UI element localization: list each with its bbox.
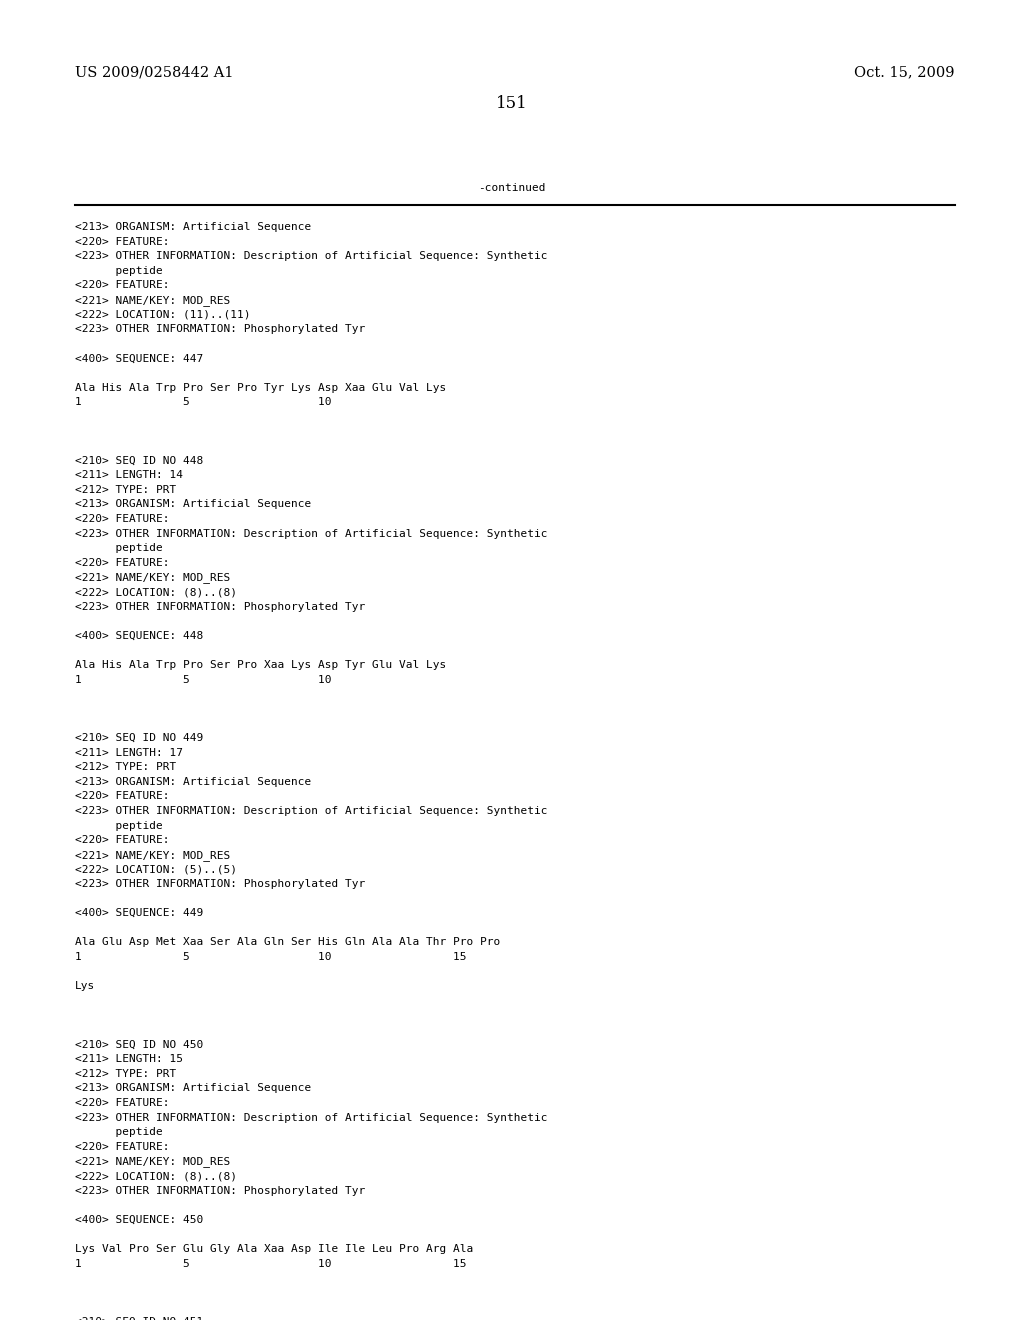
Text: <210> SEQ ID NO 449: <210> SEQ ID NO 449	[75, 733, 203, 743]
Text: <222> LOCATION: (11)..(11): <222> LOCATION: (11)..(11)	[75, 310, 251, 319]
Text: <211> LENGTH: 17: <211> LENGTH: 17	[75, 747, 183, 758]
Text: 151: 151	[496, 95, 528, 112]
Text: <220> FEATURE:: <220> FEATURE:	[75, 280, 170, 290]
Text: <210> SEQ ID NO 450: <210> SEQ ID NO 450	[75, 1040, 203, 1049]
Text: <220> FEATURE:: <220> FEATURE:	[75, 558, 170, 568]
Text: <223> OTHER INFORMATION: Description of Artificial Sequence: Synthetic: <223> OTHER INFORMATION: Description of …	[75, 1113, 548, 1122]
Text: 1               5                   10: 1 5 10	[75, 397, 332, 407]
Text: peptide: peptide	[75, 265, 163, 276]
Text: <212> TYPE: PRT: <212> TYPE: PRT	[75, 484, 176, 495]
Text: <211> LENGTH: 14: <211> LENGTH: 14	[75, 470, 183, 480]
Text: Ala His Ala Trp Pro Ser Pro Xaa Lys Asp Tyr Glu Val Lys: Ala His Ala Trp Pro Ser Pro Xaa Lys Asp …	[75, 660, 446, 671]
Text: <400> SEQUENCE: 449: <400> SEQUENCE: 449	[75, 908, 203, 919]
Text: US 2009/0258442 A1: US 2009/0258442 A1	[75, 65, 233, 79]
Text: <220> FEATURE:: <220> FEATURE:	[75, 1098, 170, 1107]
Text: <400> SEQUENCE: 450: <400> SEQUENCE: 450	[75, 1214, 203, 1225]
Text: 1               5                   10                  15: 1 5 10 15	[75, 952, 467, 962]
Text: <223> OTHER INFORMATION: Description of Artificial Sequence: Synthetic: <223> OTHER INFORMATION: Description of …	[75, 528, 548, 539]
Text: <210> SEQ ID NO 448: <210> SEQ ID NO 448	[75, 455, 203, 466]
Text: <400> SEQUENCE: 447: <400> SEQUENCE: 447	[75, 354, 203, 363]
Text: Ala His Ala Trp Pro Ser Pro Tyr Lys Asp Xaa Glu Val Lys: Ala His Ala Trp Pro Ser Pro Tyr Lys Asp …	[75, 383, 446, 392]
Text: <223> OTHER INFORMATION: Phosphorylated Tyr: <223> OTHER INFORMATION: Phosphorylated …	[75, 1185, 366, 1196]
Text: <221> NAME/KEY: MOD_RES: <221> NAME/KEY: MOD_RES	[75, 573, 230, 583]
Text: <221> NAME/KEY: MOD_RES: <221> NAME/KEY: MOD_RES	[75, 294, 230, 306]
Text: <211> LENGTH: 15: <211> LENGTH: 15	[75, 1055, 183, 1064]
Text: <210> SEQ ID NO 451: <210> SEQ ID NO 451	[75, 1317, 203, 1320]
Text: Lys Val Pro Ser Glu Gly Ala Xaa Asp Ile Ile Leu Pro Arg Ala: Lys Val Pro Ser Glu Gly Ala Xaa Asp Ile …	[75, 1243, 473, 1254]
Text: <223> OTHER INFORMATION: Description of Artificial Sequence: Synthetic: <223> OTHER INFORMATION: Description of …	[75, 251, 548, 261]
Text: <220> FEATURE:: <220> FEATURE:	[75, 513, 170, 524]
Text: <223> OTHER INFORMATION: Phosphorylated Tyr: <223> OTHER INFORMATION: Phosphorylated …	[75, 879, 366, 888]
Text: <222> LOCATION: (8)..(8): <222> LOCATION: (8)..(8)	[75, 1171, 237, 1181]
Text: <212> TYPE: PRT: <212> TYPE: PRT	[75, 1069, 176, 1078]
Text: peptide: peptide	[75, 1127, 163, 1138]
Text: 1               5                   10                  15: 1 5 10 15	[75, 1258, 467, 1269]
Text: <213> ORGANISM: Artificial Sequence: <213> ORGANISM: Artificial Sequence	[75, 1084, 311, 1093]
Text: peptide: peptide	[75, 544, 163, 553]
Text: <213> ORGANISM: Artificial Sequence: <213> ORGANISM: Artificial Sequence	[75, 499, 311, 510]
Text: 1               5                   10: 1 5 10	[75, 675, 332, 685]
Text: <221> NAME/KEY: MOD_RES: <221> NAME/KEY: MOD_RES	[75, 850, 230, 861]
Text: <221> NAME/KEY: MOD_RES: <221> NAME/KEY: MOD_RES	[75, 1156, 230, 1167]
Text: <222> LOCATION: (5)..(5): <222> LOCATION: (5)..(5)	[75, 865, 237, 874]
Text: peptide: peptide	[75, 821, 163, 830]
Text: <220> FEATURE:: <220> FEATURE:	[75, 1142, 170, 1152]
Text: Ala Glu Asp Met Xaa Ser Ala Gln Ser His Gln Ala Ala Thr Pro Pro: Ala Glu Asp Met Xaa Ser Ala Gln Ser His …	[75, 937, 501, 948]
Text: Lys: Lys	[75, 981, 95, 991]
Text: <222> LOCATION: (8)..(8): <222> LOCATION: (8)..(8)	[75, 587, 237, 597]
Text: <223> OTHER INFORMATION: Description of Artificial Sequence: Synthetic: <223> OTHER INFORMATION: Description of …	[75, 807, 548, 816]
Text: -continued: -continued	[478, 183, 546, 193]
Text: <212> TYPE: PRT: <212> TYPE: PRT	[75, 762, 176, 772]
Text: <223> OTHER INFORMATION: Phosphorylated Tyr: <223> OTHER INFORMATION: Phosphorylated …	[75, 325, 366, 334]
Text: <400> SEQUENCE: 448: <400> SEQUENCE: 448	[75, 631, 203, 640]
Text: <223> OTHER INFORMATION: Phosphorylated Tyr: <223> OTHER INFORMATION: Phosphorylated …	[75, 602, 366, 611]
Text: <220> FEATURE:: <220> FEATURE:	[75, 836, 170, 845]
Text: Oct. 15, 2009: Oct. 15, 2009	[854, 65, 955, 79]
Text: <220> FEATURE:: <220> FEATURE:	[75, 236, 170, 247]
Text: <220> FEATURE:: <220> FEATURE:	[75, 792, 170, 801]
Text: <213> ORGANISM: Artificial Sequence: <213> ORGANISM: Artificial Sequence	[75, 222, 311, 232]
Text: <213> ORGANISM: Artificial Sequence: <213> ORGANISM: Artificial Sequence	[75, 776, 311, 787]
